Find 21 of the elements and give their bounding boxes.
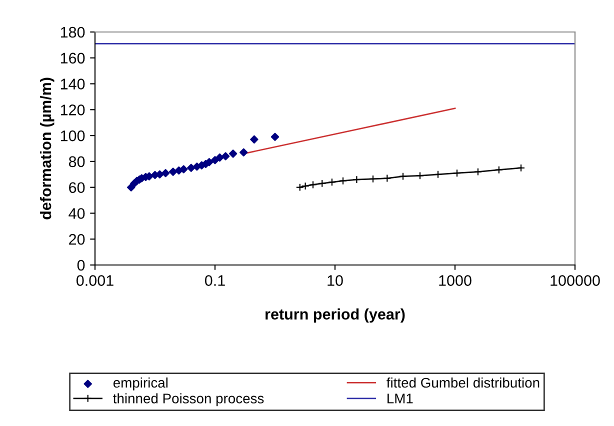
legend-label: fitted Gumbel distribution <box>386 377 540 388</box>
y-tick-label: 80 <box>68 156 85 168</box>
x-tick-label: 0.1 <box>204 275 225 286</box>
x-tick-label: 10 <box>328 275 343 286</box>
y-tick-label: 120 <box>60 104 85 116</box>
y-tick-label: 100 <box>60 130 85 142</box>
x-tick-label: 0.001 <box>76 275 114 286</box>
y-tick-label: 160 <box>60 52 85 64</box>
y-tick-label: 0 <box>77 260 85 271</box>
y-tick-label: 40 <box>68 208 85 219</box>
x-axis-title: return period (year) <box>266 308 405 323</box>
legend-label: LM1 <box>388 394 413 404</box>
y-tick-label: 60 <box>69 182 85 194</box>
legend-label: empirical <box>113 377 168 390</box>
x-tick-label: 100000 <box>550 275 600 286</box>
y-tick-label: 20 <box>69 234 85 245</box>
x-tick-label: 1000 <box>439 275 472 286</box>
y-tick-label: 140 <box>60 78 85 90</box>
y-axis-title: deformation (µm/m) <box>40 78 54 220</box>
y-tick-label: 180 <box>60 26 85 38</box>
legend-label: thinned Poisson process <box>113 393 264 406</box>
